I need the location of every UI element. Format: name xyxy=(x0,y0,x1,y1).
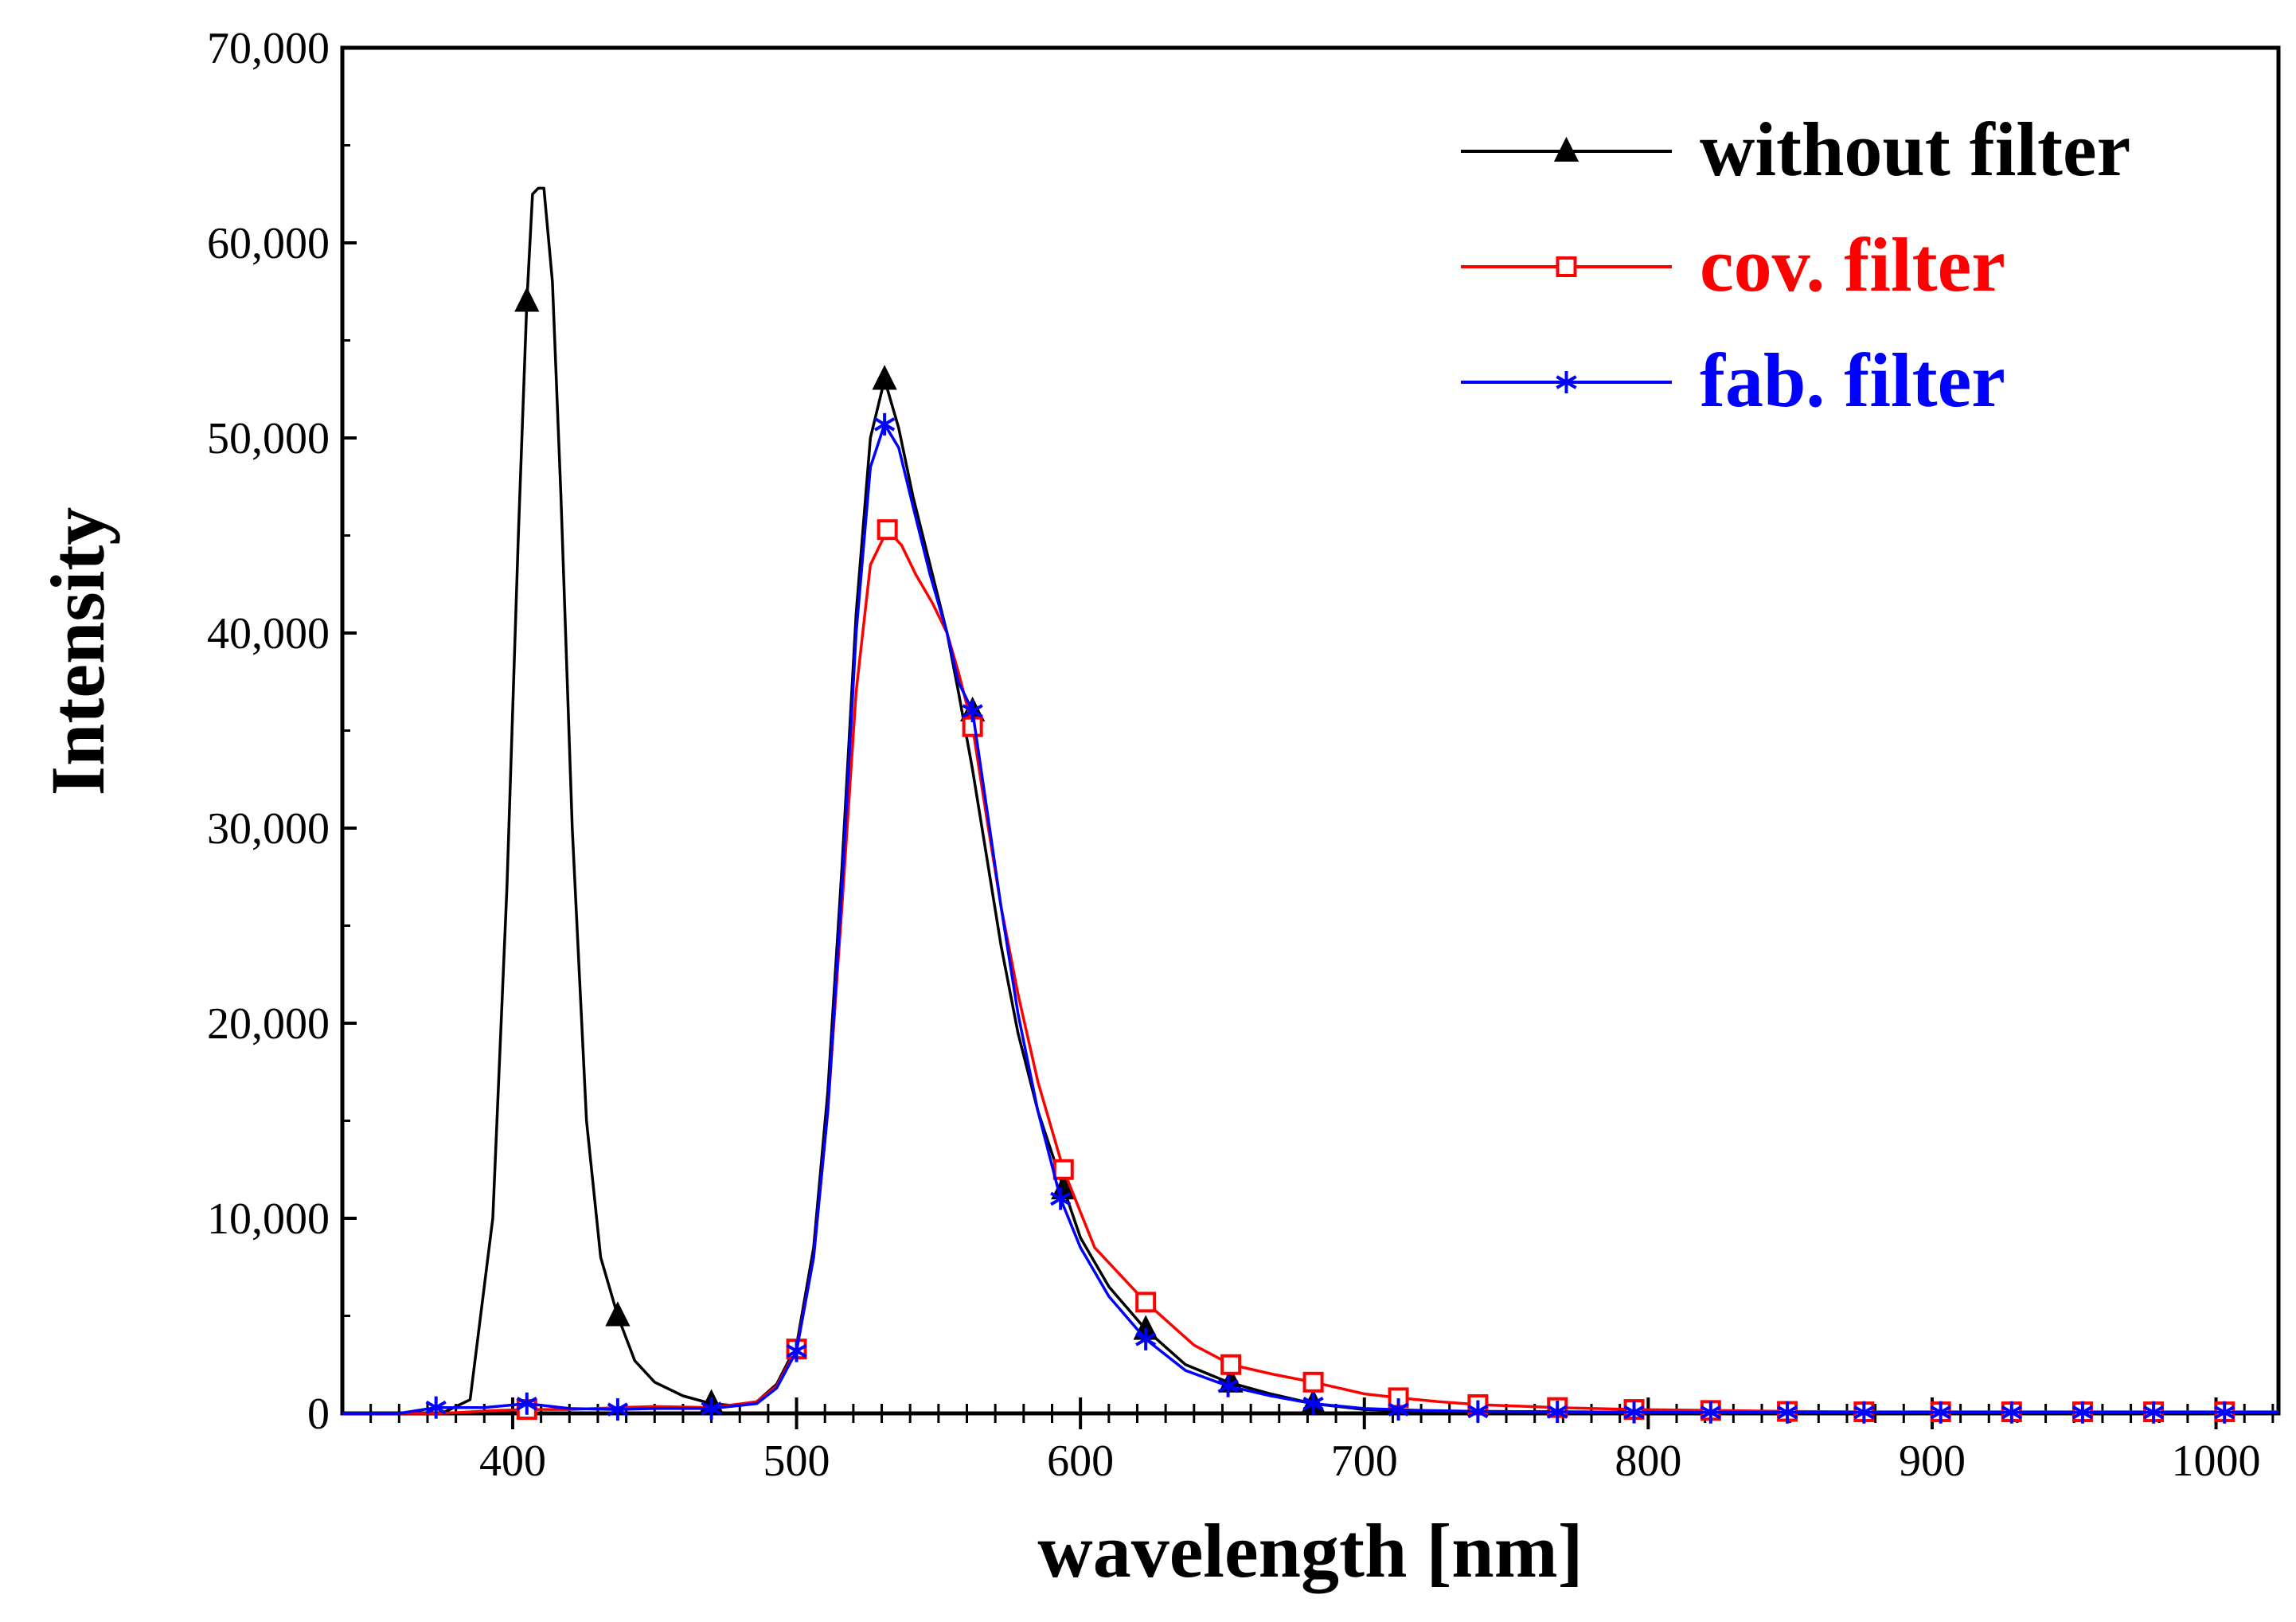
legend-label: cov. filter xyxy=(1700,222,2005,307)
x-axis-title: wavelength [nm] xyxy=(1037,1508,1583,1593)
x-tick-label: 800 xyxy=(1615,1436,1681,1486)
asterisk-stroke xyxy=(962,704,983,718)
series-layer xyxy=(342,186,2278,1424)
asterisk-stroke xyxy=(607,1402,629,1417)
data-point-fab-filter xyxy=(786,1339,807,1362)
asterisk-stroke xyxy=(2142,1405,2165,1420)
x-tick-label: 700 xyxy=(1331,1436,1398,1486)
data-point-fab-filter xyxy=(425,1396,447,1419)
x-tick-label: 400 xyxy=(479,1436,546,1486)
asterisk-stroke xyxy=(1135,1332,1157,1346)
y-tick-label: 70,000 xyxy=(207,24,330,73)
asterisk-stroke xyxy=(1853,1405,1875,1420)
data-point-without-filter xyxy=(514,287,540,312)
asterisk-stroke xyxy=(2071,1405,2094,1420)
legend-item-cov-filter: cov. filter xyxy=(1461,222,2005,307)
data-point-fab-filter xyxy=(1302,1392,1324,1415)
data-point-fab-filter xyxy=(1547,1401,1568,1424)
legend-marker xyxy=(1556,371,1577,393)
data-point-fab-filter xyxy=(516,1392,537,1415)
data-point-fab-filter xyxy=(1853,1401,1875,1424)
y-tick-label: 60,000 xyxy=(207,219,330,268)
data-point-fab-filter xyxy=(1135,1327,1157,1350)
legend-item-without-filter: without filter xyxy=(1461,107,2130,192)
data-point-fab-filter xyxy=(1776,1401,1798,1424)
data-point-fab-filter xyxy=(1623,1401,1645,1424)
x-tick-label: 1000 xyxy=(2172,1436,2261,1486)
asterisk-stroke xyxy=(1388,1402,1409,1417)
series-line-cov-filter xyxy=(342,528,2278,1415)
y-tick-label: 20,000 xyxy=(207,999,330,1049)
legend-item-fab-filter: fab. filter xyxy=(1461,338,2005,423)
data-point-fab-filter xyxy=(1217,1374,1239,1397)
asterisk-stroke xyxy=(516,1397,537,1411)
data-point-fab-filter xyxy=(2071,1401,2094,1424)
legend: without filter cov. filter fab. filter xyxy=(1461,107,2130,423)
asterisk-stroke xyxy=(1050,1191,1072,1206)
data-point-cov-filter xyxy=(1052,1159,1074,1180)
legend-label: without filter xyxy=(1700,107,2130,192)
data-point-cov-filter xyxy=(877,519,898,541)
asterisk-stroke xyxy=(2214,1405,2235,1420)
asterisk-stroke xyxy=(1302,1397,1324,1411)
data-point-fab-filter xyxy=(701,1397,722,1420)
legend-marker xyxy=(1553,136,1579,162)
x-tick-label: 500 xyxy=(763,1436,830,1486)
data-point-fab-filter xyxy=(607,1398,629,1421)
asterisk-stroke xyxy=(1467,1404,1489,1419)
x-tick-label: 600 xyxy=(1047,1436,1114,1486)
asterisk-stroke xyxy=(701,1401,722,1416)
y-axis-title: Intensity xyxy=(35,507,120,796)
asterisk-stroke xyxy=(1930,1405,1951,1420)
data-point-fab-filter xyxy=(1388,1398,1409,1421)
asterisk-stroke xyxy=(786,1343,807,1358)
series-line-fab-filter xyxy=(342,423,2278,1415)
y-tick-label: 10,000 xyxy=(207,1194,330,1244)
asterisk-stroke xyxy=(1217,1378,1239,1393)
data-point-fab-filter xyxy=(962,700,983,722)
data-point-without-filter xyxy=(605,1301,631,1327)
series-cov-filter xyxy=(342,519,2278,1423)
data-point-fab-filter xyxy=(2001,1401,2022,1424)
data-point-fab-filter xyxy=(2214,1401,2235,1424)
asterisk-stroke xyxy=(2001,1405,2022,1420)
asterisk-stroke xyxy=(1776,1405,1798,1420)
asterisk-stroke xyxy=(1623,1405,1645,1420)
data-point-without-filter xyxy=(872,365,897,390)
data-point-cov-filter xyxy=(1220,1354,1242,1375)
data-point-fab-filter xyxy=(2142,1401,2165,1424)
asterisk-stroke xyxy=(1556,375,1577,389)
y-tick-label: 30,000 xyxy=(207,804,330,854)
asterisk-stroke xyxy=(425,1400,447,1415)
y-tick-label: 40,000 xyxy=(207,609,330,659)
y-tick-label: 50,000 xyxy=(207,414,330,463)
asterisk-stroke xyxy=(1700,1405,1721,1420)
y-axis-ticks: 0 10,000 20,000 30,000 40,000 50,000 60,000 70,… xyxy=(207,24,357,1439)
data-point-cov-filter xyxy=(1135,1292,1157,1313)
data-point-fab-filter xyxy=(873,412,896,436)
asterisk-stroke xyxy=(1547,1405,1568,1419)
data-point-fab-filter xyxy=(1467,1400,1489,1423)
legend-label: fab. filter xyxy=(1700,338,2005,423)
data-point-fab-filter xyxy=(1930,1401,1951,1424)
legend-marker xyxy=(1556,256,1577,277)
y-tick-label: 0 xyxy=(307,1389,330,1439)
series-fab-filter xyxy=(342,412,2278,1424)
asterisk-stroke xyxy=(873,417,896,432)
data-point-cov-filter xyxy=(1302,1371,1324,1393)
data-point-fab-filter xyxy=(1700,1401,1721,1424)
data-point-fab-filter xyxy=(1050,1187,1072,1210)
x-tick-label: 900 xyxy=(1899,1436,1966,1486)
